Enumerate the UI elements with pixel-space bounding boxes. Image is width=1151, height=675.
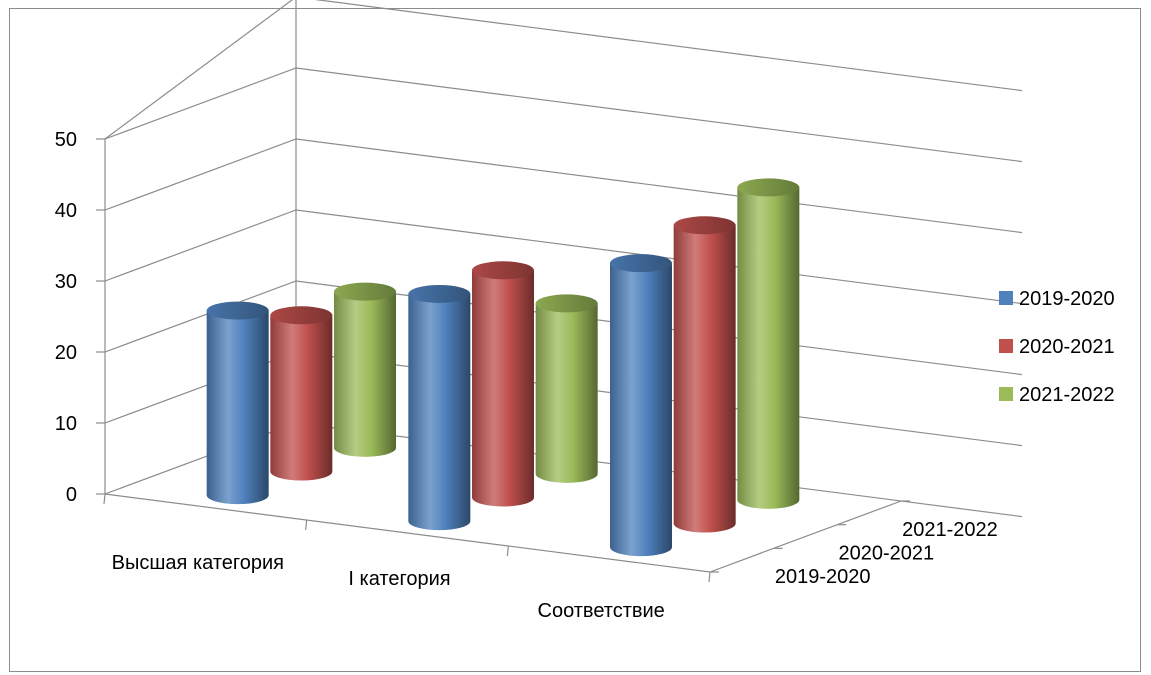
legend-swatch	[999, 387, 1013, 401]
chart-walls	[103, 0, 1023, 583]
x-tick-mark	[708, 571, 711, 583]
bar-2-2	[737, 178, 800, 509]
y-tick-label: 10	[55, 413, 77, 435]
x-tick-mark	[103, 493, 106, 505]
bar-body	[206, 310, 269, 505]
bar-body	[270, 315, 333, 481]
bar-top	[270, 306, 333, 325]
bar-body	[535, 303, 598, 483]
bar-body	[673, 225, 736, 533]
bar-0-0	[206, 301, 269, 505]
gridline-50	[104, 67, 1023, 163]
y-axis-ticks: 0 10 20 30 40 50	[55, 129, 105, 506]
x-tick-label: I категория	[348, 568, 450, 590]
bar-top	[610, 254, 672, 273]
bar-top	[673, 216, 736, 235]
legend-label: 2020-2021	[1019, 336, 1115, 358]
bar-body	[737, 187, 800, 509]
side-wall-top	[104, 0, 293, 140]
x-axis-labels: Высшая категория I категория Соответствие	[112, 552, 665, 622]
bar-top	[472, 261, 534, 280]
back-wall-top	[314, 0, 1023, 92]
legend: 2019-2020 2020-2021 2021-2022	[999, 288, 1115, 406]
bar-top	[737, 178, 800, 197]
z-tick-label: 2020-2021	[839, 543, 935, 565]
bar-body	[408, 293, 471, 531]
z-tick-label: 2019-2020	[775, 566, 871, 588]
legend-swatch	[999, 291, 1013, 305]
bar-top	[408, 284, 471, 303]
bar-0-2	[610, 254, 672, 557]
y-tick-label: 30	[55, 271, 77, 293]
bar-body	[610, 263, 672, 557]
x-tick-label: Соответствие	[538, 600, 665, 622]
bar-top	[206, 301, 269, 320]
bar-1-2	[673, 216, 736, 533]
gridline-40	[104, 138, 1023, 234]
legend-item: 2021-2022	[999, 384, 1115, 406]
x-tick-label: Высшая категория	[112, 552, 284, 574]
x-tick-mark	[506, 545, 509, 557]
z-tick-label: 2021-2022	[902, 519, 998, 541]
bar-0-1	[408, 284, 471, 531]
gridline-30	[104, 209, 1023, 305]
bars	[206, 178, 800, 557]
bar-1-1	[472, 261, 534, 507]
legend-item: 2020-2021	[999, 336, 1115, 358]
legend-label: 2019-2020	[1019, 288, 1115, 310]
bar-2-0	[334, 282, 396, 457]
bar-1-0	[270, 306, 333, 481]
x-tick-mark	[305, 519, 308, 531]
bar-body	[472, 270, 534, 507]
bar-body	[334, 291, 396, 457]
y-tick-label: 50	[55, 129, 77, 151]
y-tick-label: 0	[66, 484, 77, 506]
legend-item: 2019-2020	[999, 288, 1115, 310]
bar-top	[334, 282, 396, 301]
bar-2-1	[535, 294, 598, 483]
legend-swatch	[999, 339, 1013, 353]
y-tick-label: 20	[55, 342, 77, 364]
y-tick-label: 40	[55, 200, 77, 222]
legend-label: 2021-2022	[1019, 384, 1115, 406]
bar-top	[535, 294, 598, 313]
